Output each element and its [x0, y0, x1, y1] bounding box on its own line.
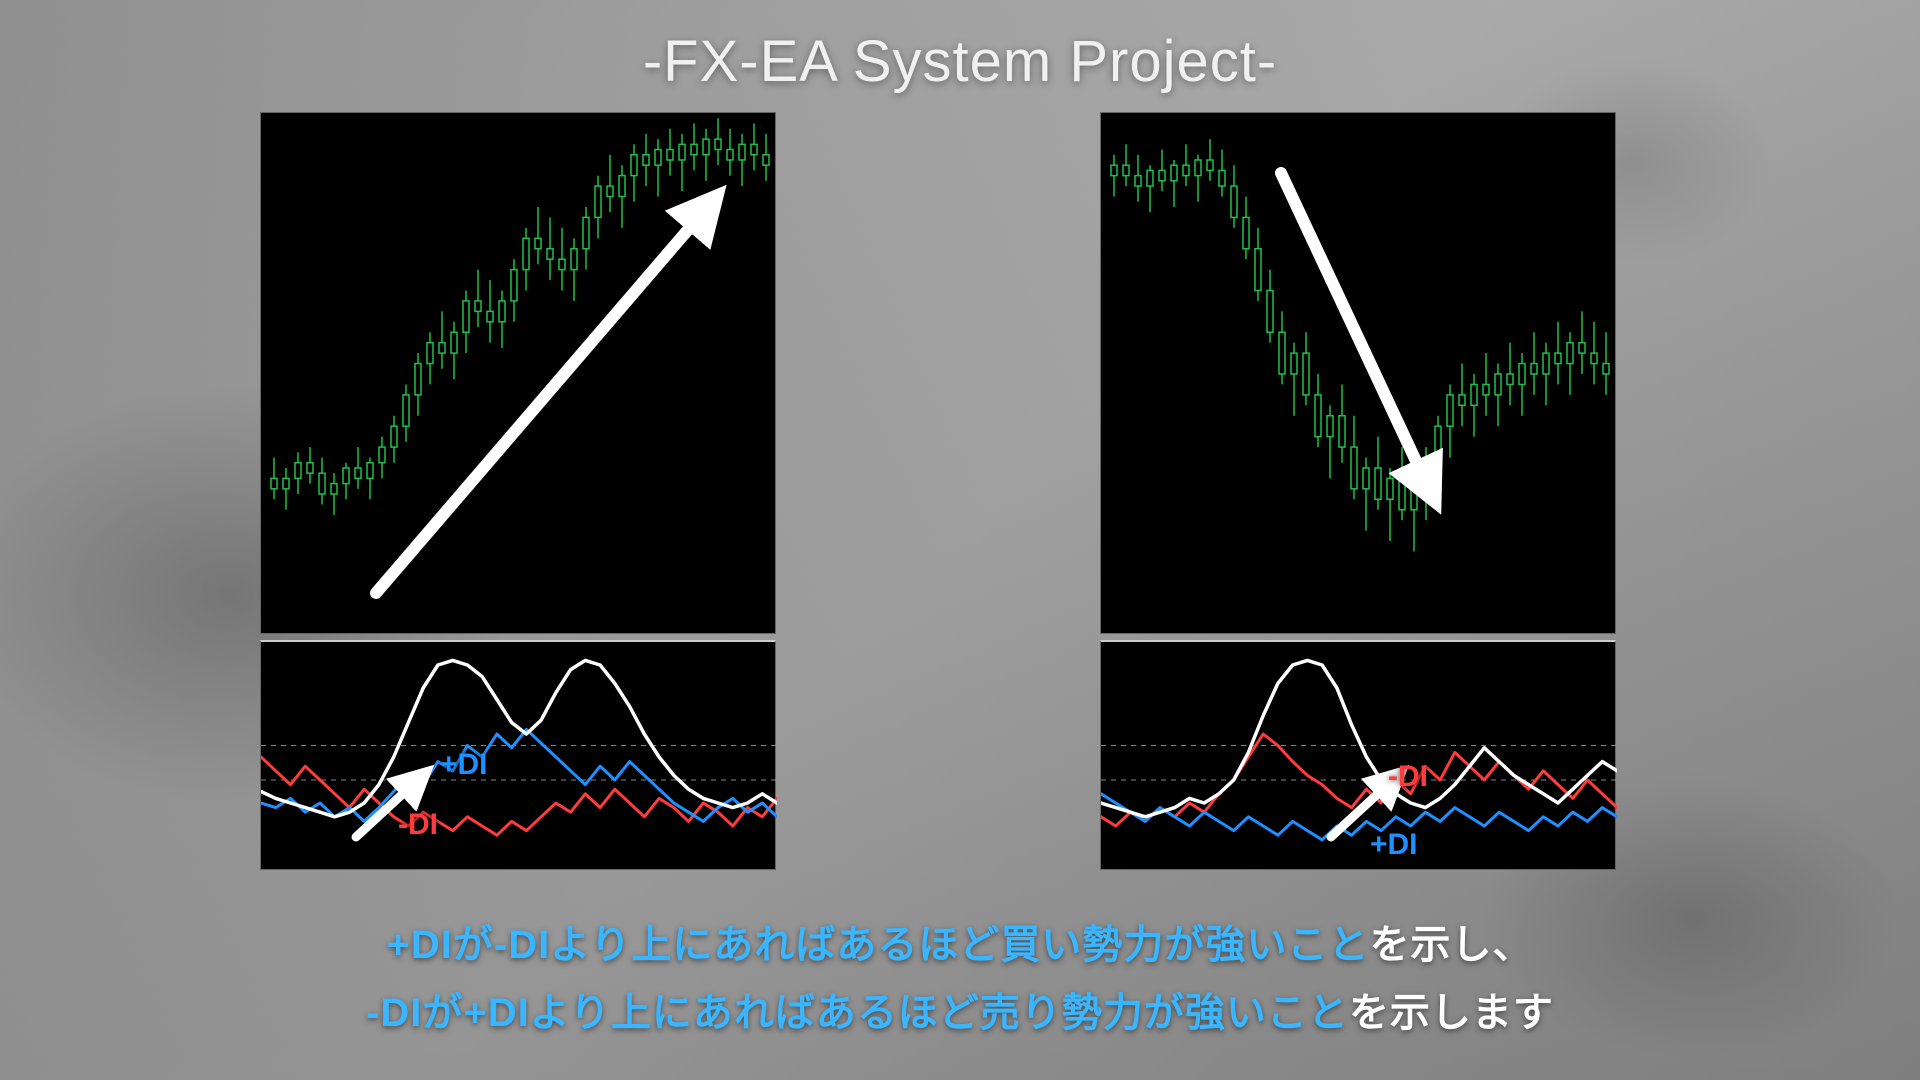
right-plus-di-label: +DI: [1370, 828, 1418, 862]
right-indicator-svg: [1101, 642, 1617, 872]
caption1-highlight: +DIが-DIより上にあればあるほど買い勢力が強いこと: [387, 923, 1370, 967]
left-plus-di-label: +DI: [440, 748, 488, 782]
caption-line-2: -DIが+DIより上にあればあるほど売り勢力が強いことを示します: [0, 980, 1920, 1038]
caption1-plain: を示し、: [1369, 923, 1533, 967]
left-indicator-svg: [261, 642, 777, 872]
right-price-svg: [1101, 113, 1617, 635]
caption2-highlight: -DIが+DIより上にあればあるほど売り勢力が強いこと: [366, 991, 1349, 1035]
caption2-plain: を示します: [1349, 991, 1554, 1035]
left-price-svg: [261, 113, 777, 635]
left-minus-di-label: -DI: [398, 808, 438, 842]
right-minus-di-label: -DI: [1388, 760, 1428, 794]
page-title: -FX-EA System Project-: [0, 28, 1920, 95]
caption-line-1: +DIが-DIより上にあればあるほど買い勢力が強いことを示し、: [0, 912, 1920, 970]
left-indicator-chart: [260, 640, 776, 870]
right-indicator-chart: [1100, 640, 1616, 870]
left-price-chart: [260, 112, 776, 634]
right-price-chart: [1100, 112, 1616, 634]
